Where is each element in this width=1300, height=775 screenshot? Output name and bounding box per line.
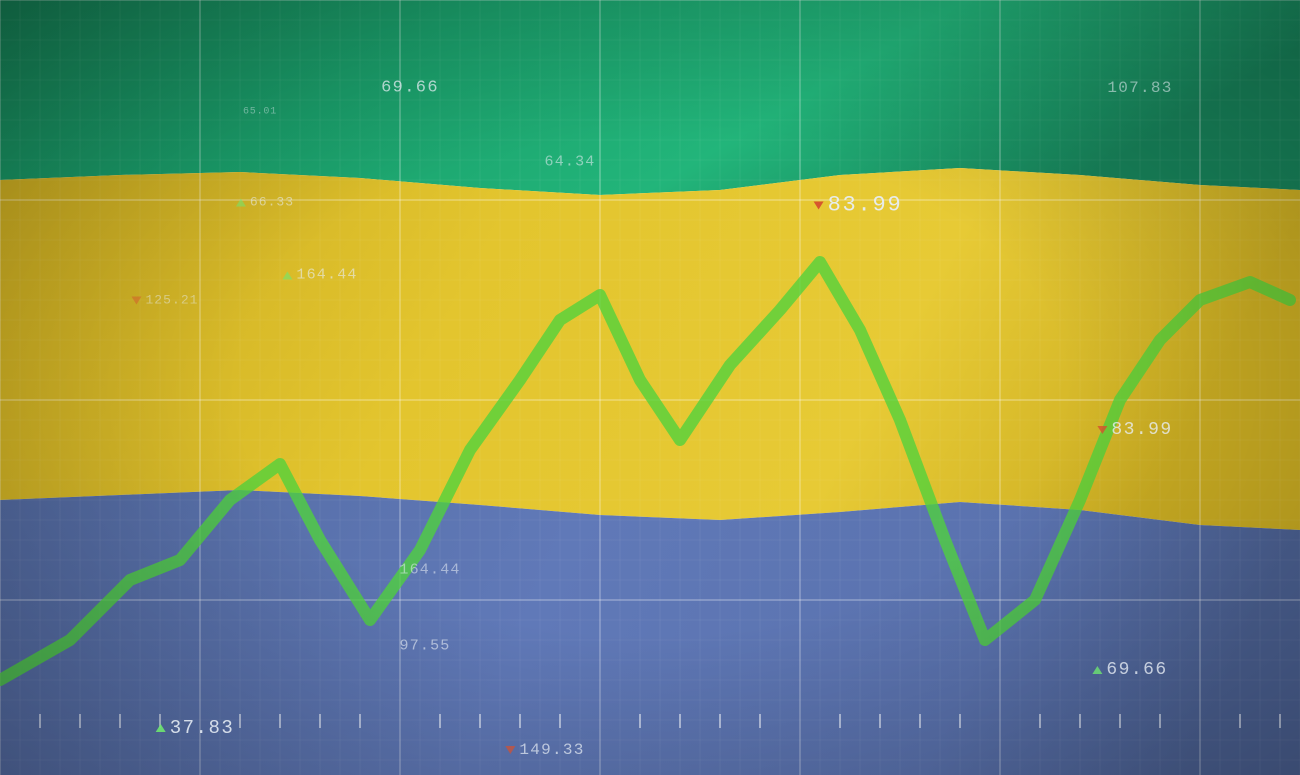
ticker-number: 37.83 bbox=[170, 717, 235, 739]
ticker-value: 66.33 bbox=[236, 195, 294, 210]
ticker-value: 64.34 bbox=[544, 154, 595, 171]
ticker-number: 164.44 bbox=[296, 267, 357, 284]
ticker-value: 164.44 bbox=[282, 267, 357, 284]
arrow-down-icon bbox=[814, 201, 824, 209]
ticker-number: 69.66 bbox=[1106, 660, 1167, 680]
ticker-number: 64.34 bbox=[544, 154, 595, 171]
flag-stripe-top bbox=[0, 0, 1300, 195]
ticker-number: 69.66 bbox=[381, 79, 439, 98]
ticker-value: 69.66 bbox=[1092, 660, 1167, 680]
ticker-value: 125.21 bbox=[131, 293, 198, 308]
chart-svg bbox=[0, 0, 1300, 775]
ticker-number: 97.55 bbox=[399, 638, 450, 655]
arrow-up-icon bbox=[282, 271, 292, 279]
ticker-value: 97.55 bbox=[399, 638, 450, 655]
ticker-number: 65.01 bbox=[243, 107, 277, 118]
ticker-number: 83.99 bbox=[1111, 420, 1172, 440]
arrow-up-icon bbox=[156, 724, 166, 732]
ticker-value: 37.83 bbox=[156, 717, 235, 739]
arrow-down-icon bbox=[1097, 426, 1107, 434]
arrow-down-icon bbox=[131, 296, 141, 304]
arrow-up-icon bbox=[1092, 666, 1102, 674]
arrow-down-icon bbox=[505, 746, 515, 754]
ticker-number: 83.99 bbox=[828, 193, 903, 218]
ticker-value: 83.99 bbox=[1097, 420, 1172, 440]
ticker-value: 83.99 bbox=[814, 193, 903, 218]
ticker-number: 164.44 bbox=[399, 562, 460, 579]
arrow-up-icon bbox=[236, 198, 246, 206]
ticker-number: 149.33 bbox=[519, 741, 584, 759]
chart-stage: 69.66 107.83 65.01 64.34 66.33 83.99 164.44 125… bbox=[0, 0, 1300, 775]
ticker-value: 107.83 bbox=[1107, 79, 1172, 97]
ticker-value: 164.44 bbox=[399, 562, 460, 579]
ticker-number: 107.83 bbox=[1107, 79, 1172, 97]
ticker-value: 69.66 bbox=[381, 79, 439, 98]
ticker-number: 125.21 bbox=[145, 293, 198, 308]
ticker-number: 66.33 bbox=[250, 195, 294, 210]
ticker-value: 149.33 bbox=[505, 741, 584, 759]
flag-stripe-middle bbox=[0, 168, 1300, 530]
ticker-value: 65.01 bbox=[243, 107, 277, 118]
